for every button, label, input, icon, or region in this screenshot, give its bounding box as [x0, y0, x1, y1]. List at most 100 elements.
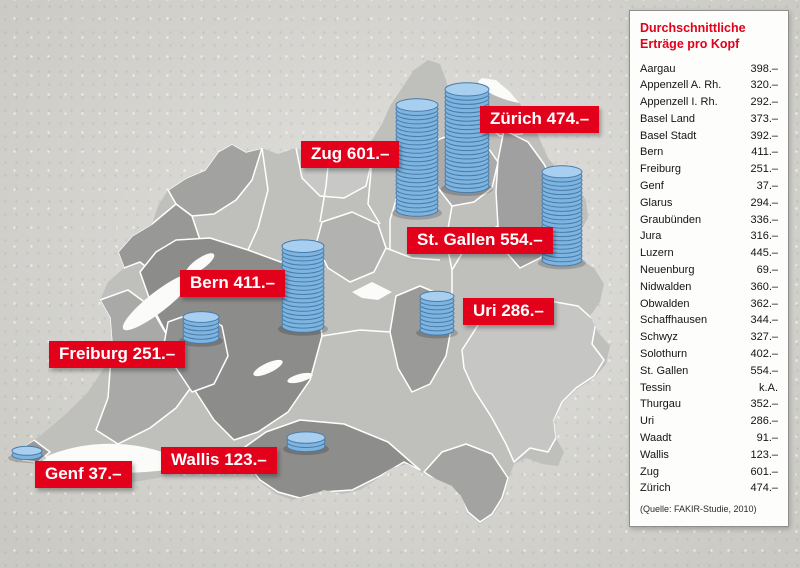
canton-row: Graubünden 336.– — [640, 212, 778, 229]
canton-row: St. Gallen 554.– — [640, 363, 778, 380]
coin-stacks-layer — [8, 82, 586, 463]
canton-name: Basel Land — [640, 112, 696, 125]
canton-name: Genf — [640, 180, 664, 193]
canton-name: Jura — [640, 230, 662, 243]
canton-name: Thurgau — [640, 398, 681, 411]
canton-value: 445.– — [750, 247, 778, 260]
canton-row: Nidwalden 360.– — [640, 279, 778, 296]
canton-region-graubuenden — [461, 299, 605, 463]
canton-row: Schwyz 327.– — [640, 329, 778, 346]
coin-stack-wallis — [283, 431, 329, 456]
canton-name: Tessin — [640, 381, 672, 394]
coin-stack-genf — [8, 445, 46, 463]
canton-value: 292.– — [750, 96, 778, 109]
coin-stack-freiburg — [179, 311, 223, 347]
canton-value: k.A. — [759, 381, 778, 394]
canton-row: Waadt 91.– — [640, 430, 778, 447]
canton-row: Bern 411.– — [640, 144, 778, 161]
canton-name: St. Gallen — [640, 364, 689, 377]
lake-thun — [253, 359, 283, 377]
canton-row: Basel Stadt 392.– — [640, 128, 778, 145]
canton-value: 554.– — [750, 364, 778, 377]
canton-name: Glarus — [640, 196, 673, 209]
canton-row: Genf 37.– — [640, 178, 778, 195]
canton-row: Wallis 123.– — [640, 447, 778, 464]
canton-row: Glarus 294.– — [640, 195, 778, 212]
coin — [281, 239, 325, 253]
canton-value: 336.– — [750, 213, 778, 226]
canton-name: Graubünden — [640, 213, 702, 226]
coin-stack-zuerich — [441, 82, 493, 197]
canton-value: 411.– — [751, 146, 778, 159]
canton-row: Appenzell I. Rh. 292.– — [640, 94, 778, 111]
canton-value: 392.– — [750, 129, 778, 142]
coin-stack-st-gallen — [538, 165, 586, 270]
canton-list: Aargau 398.– Appenzell A. Rh. 320.– Appenzel… — [640, 61, 778, 498]
canton-value: 474.– — [750, 482, 778, 495]
canton-name: Uri — [640, 415, 655, 428]
canton-name: Appenzell I. Rh. — [640, 96, 718, 109]
canton-value: 37.– — [756, 180, 778, 193]
canton-value: 91.– — [756, 432, 778, 445]
canton-name: Appenzell A. Rh. — [640, 79, 722, 92]
canton-name: Waadt — [640, 432, 672, 445]
canton-row: Solothurn 402.– — [640, 346, 778, 363]
coin-stack-uri — [416, 290, 458, 339]
coin-stack-bern — [278, 239, 328, 336]
canton-name: Zug — [640, 465, 659, 478]
coin — [541, 165, 583, 179]
canton-row: Appenzell A. Rh. 320.– — [640, 77, 778, 94]
canton-name: Bern — [640, 146, 664, 159]
canton-value: 352.– — [750, 398, 778, 411]
lake-lucerne — [352, 282, 392, 300]
canton-name: Freiburg — [640, 163, 681, 176]
canton-row: Neuenburg 69.– — [640, 262, 778, 279]
canton-row: Tessin k.A. — [640, 380, 778, 397]
canton-name: Basel Stadt — [640, 129, 697, 142]
coin-stack-zug — [392, 98, 442, 220]
canton-value: 123.– — [750, 448, 778, 461]
canton-row: Uri 286.– — [640, 413, 778, 430]
canton-name: Luzern — [640, 247, 674, 260]
canton-value: 360.– — [750, 280, 778, 293]
canton-value: 344.– — [750, 314, 778, 327]
canton-name: Nidwalden — [640, 280, 692, 293]
canton-value: 398.– — [750, 62, 778, 75]
canton-value: 320.– — [750, 79, 778, 92]
canton-row: Zürich 474.– — [640, 480, 778, 497]
canton-row: Basel Land 373.– — [640, 111, 778, 128]
coin — [182, 311, 220, 323]
canton-value: 316.– — [750, 230, 778, 243]
coin — [444, 82, 490, 97]
canton-row: Schaffhausen 344.– — [640, 312, 778, 329]
lake-brienz — [287, 372, 313, 384]
canton-name: Schaffhausen — [640, 314, 708, 327]
canton-row: Obwalden 362.– — [640, 296, 778, 313]
canton-name: Zürich — [640, 482, 671, 495]
canton-name: Solothurn — [640, 348, 688, 361]
canton-value: 362.– — [750, 297, 778, 310]
canton-value: 294.– — [750, 196, 778, 209]
canton-value: 327.– — [750, 331, 778, 344]
canton-row: Aargau 398.– — [640, 61, 778, 78]
coin — [419, 290, 455, 302]
canton-value: 69.– — [756, 264, 778, 277]
canton-row: Freiburg 251.– — [640, 161, 778, 178]
lake-biel — [185, 253, 215, 275]
canton-value: 286.– — [750, 415, 778, 428]
canton-name: Wallis — [640, 448, 669, 461]
coin — [11, 445, 43, 456]
canton-value: 601.– — [750, 465, 778, 478]
canton-row: Jura 316.– — [640, 228, 778, 245]
canton-name: Neuenburg — [640, 264, 695, 277]
canton-value: 251.– — [750, 163, 778, 176]
canton-value: 402.– — [750, 348, 778, 361]
canton-name: Aargau — [640, 62, 676, 75]
source-note: (Quelle: FAKIR-Studie, 2010) — [640, 504, 757, 515]
coin — [286, 431, 326, 444]
canton-row: Thurgau 352.– — [640, 396, 778, 413]
legend-panel: Durchschnittliche Erträge pro Kopf Aarga… — [629, 10, 789, 527]
canton-name: Obwalden — [640, 297, 690, 310]
